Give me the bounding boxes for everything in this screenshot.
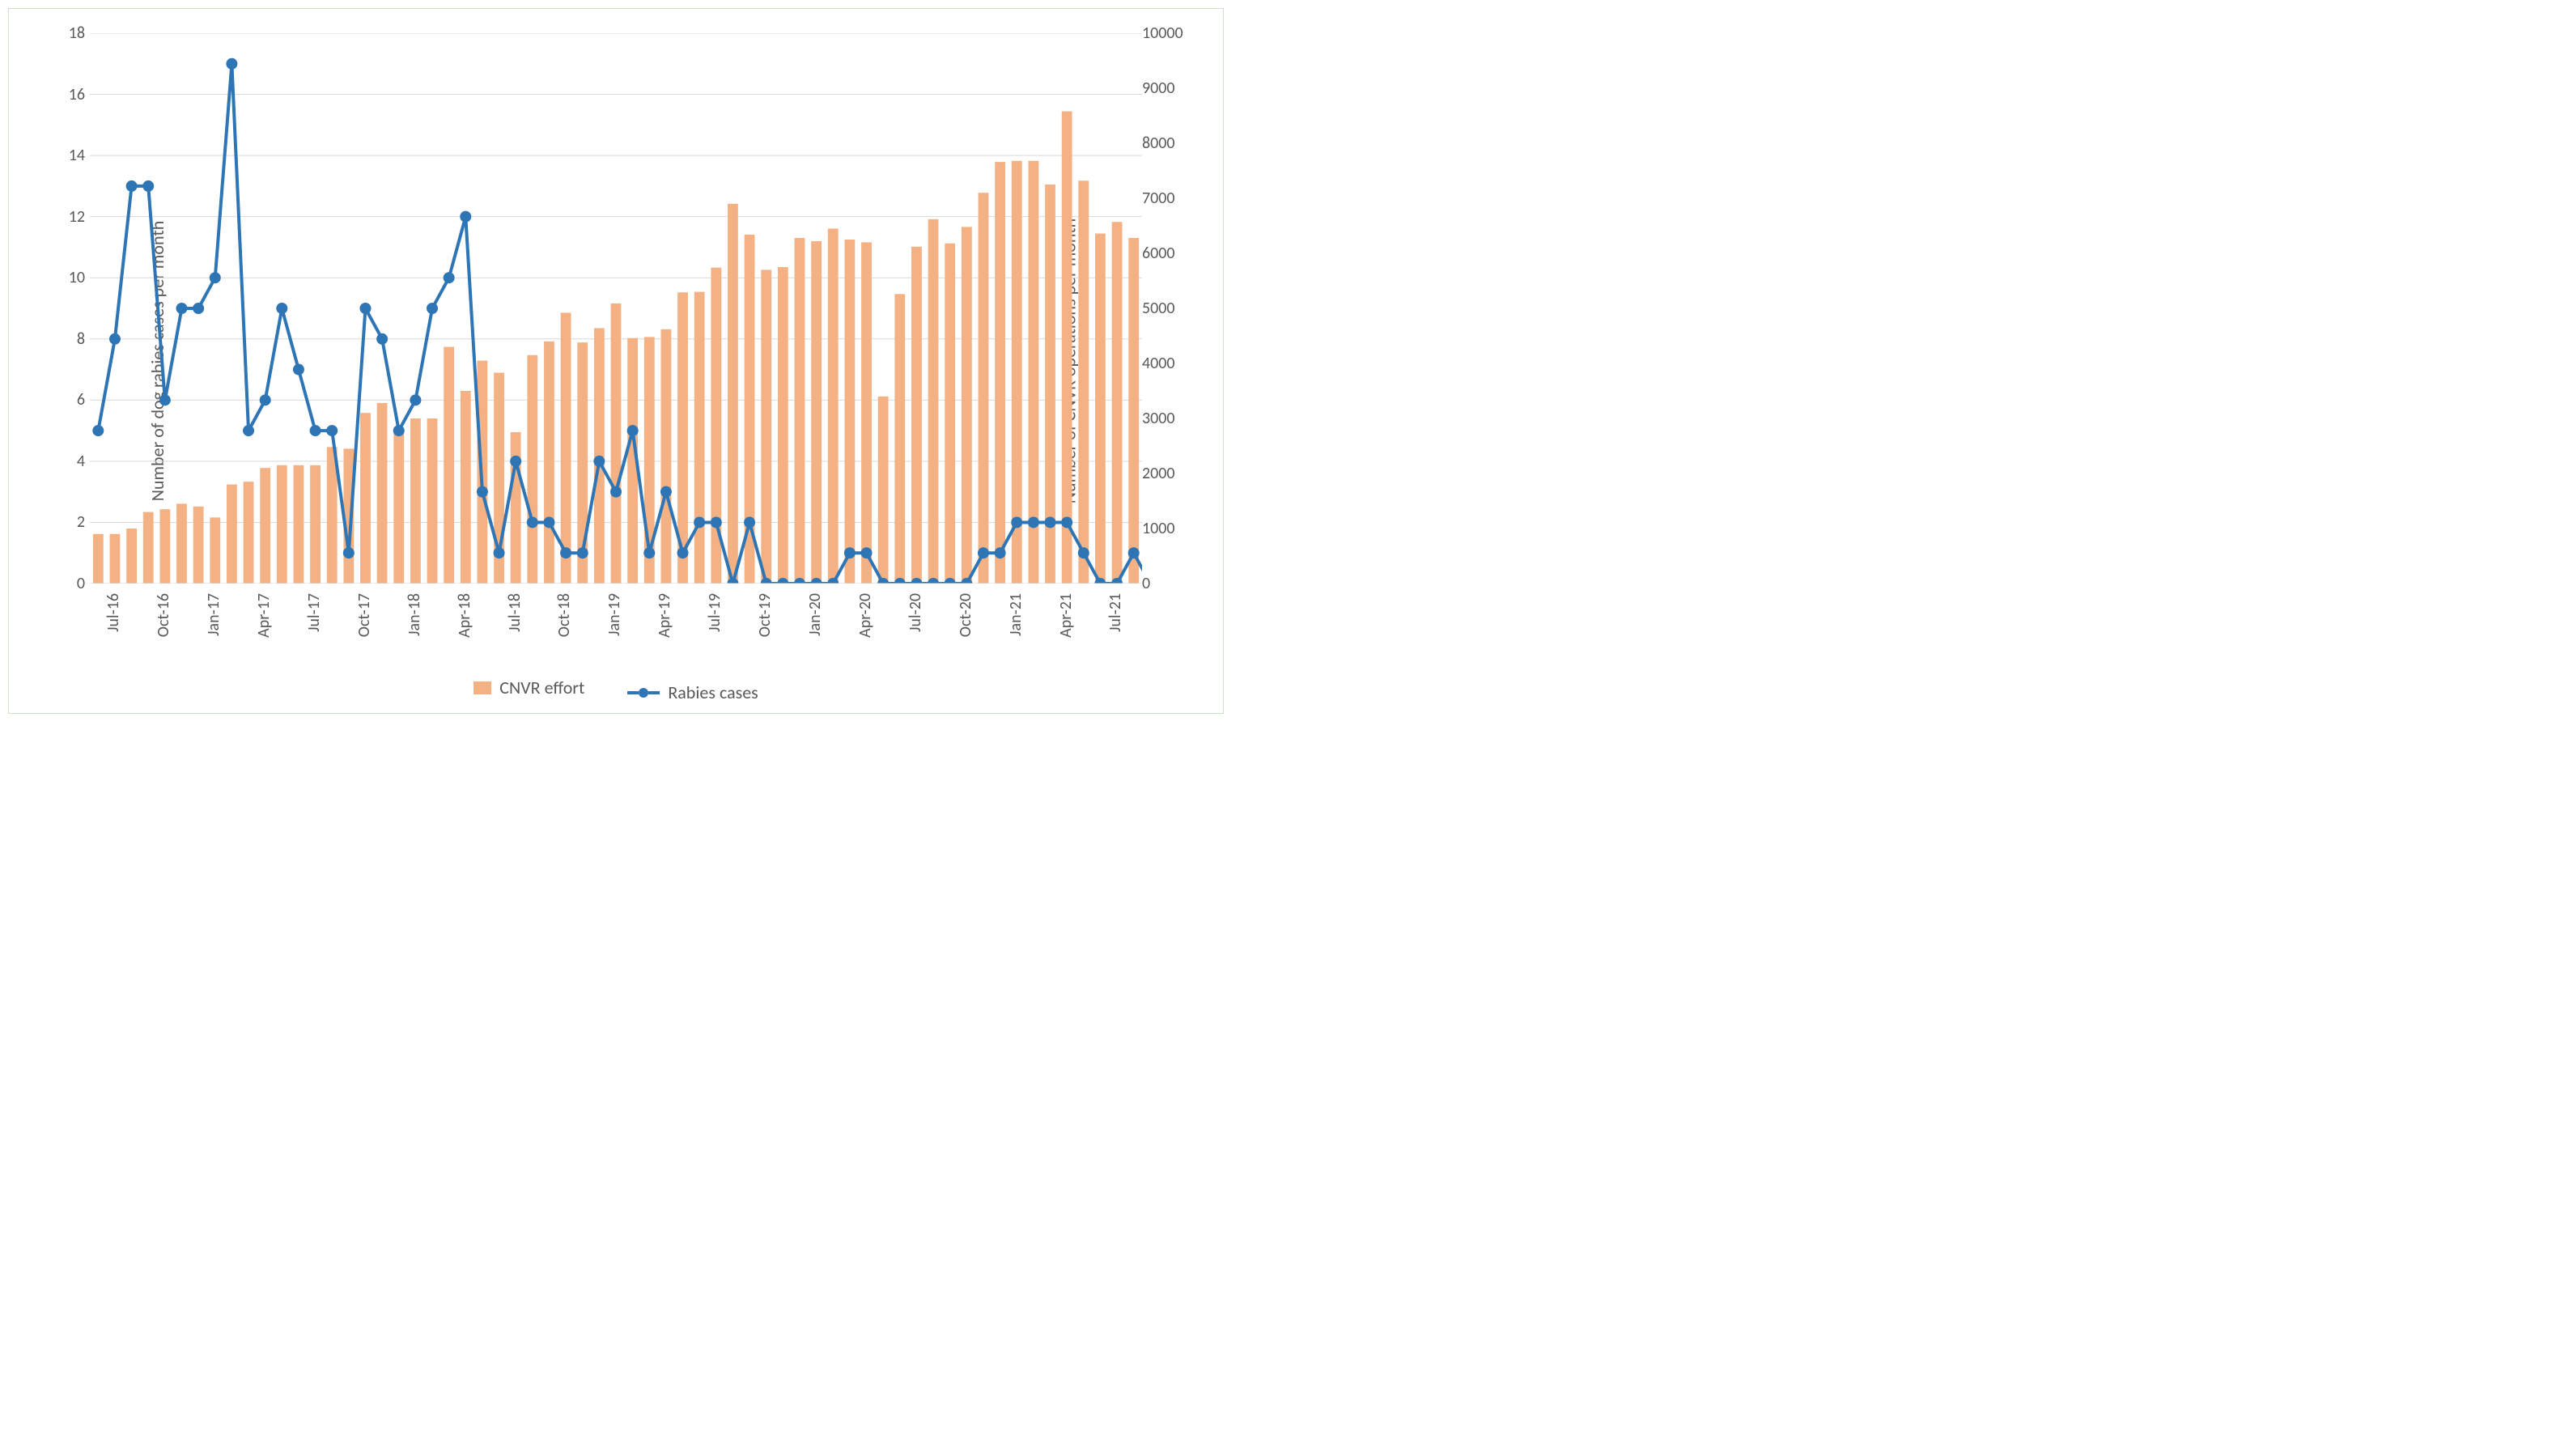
x-tick: Oct-16 [154, 593, 173, 637]
y1-tick: 0 [56, 574, 85, 593]
y1-tick: 4 [56, 452, 85, 471]
y2-tick: 5000 [1142, 299, 1186, 318]
x-tick: Jul-18 [505, 593, 524, 632]
x-tick: Oct-19 [755, 593, 775, 637]
chart-container: Number of dog rabies cases per month Num… [8, 8, 1224, 714]
y1-tick: 10 [56, 268, 85, 287]
x-tick: Apr-20 [856, 593, 875, 638]
x-tick: Jan-19 [605, 593, 624, 636]
x-tick: Jan-17 [204, 593, 223, 636]
x-tick: Jan-18 [405, 593, 424, 636]
legend-label-line: Rabies cases [668, 681, 758, 703]
x-tick: Jul-19 [705, 593, 724, 632]
x-tick: Apr-18 [455, 593, 474, 638]
legend-swatch-line [627, 688, 660, 698]
y1-tick: 16 [56, 85, 85, 104]
x-tick: Jan-21 [1006, 593, 1025, 636]
y1-tick: 6 [56, 390, 85, 410]
y1-tick: 8 [56, 329, 85, 349]
y2-tick: 6000 [1142, 244, 1186, 263]
y2-tick: 0 [1142, 574, 1186, 593]
legend-item-line: Rabies cases [627, 681, 758, 703]
x-tick: Apr-19 [655, 593, 674, 638]
x-tick: Oct-18 [554, 593, 574, 637]
x-tick: Oct-17 [355, 593, 374, 637]
chart-svg [90, 33, 1142, 584]
x-tick: Jul-21 [1106, 593, 1125, 632]
legend-swatch-bar [473, 681, 491, 694]
legend-item-bar: CNVR effort [473, 677, 584, 698]
x-tick: Jul-16 [104, 593, 123, 632]
x-tick: Oct-20 [956, 593, 975, 637]
x-tick: Apr-21 [1056, 593, 1076, 638]
x-tick: Jul-20 [906, 593, 925, 632]
y1-tick: 2 [56, 512, 85, 532]
y1-tick: 18 [56, 23, 85, 43]
y2-tick: 10000 [1142, 23, 1186, 43]
legend-label-bar: CNVR effort [499, 677, 584, 698]
y2-tick: 8000 [1142, 134, 1186, 153]
y1-tick: 12 [56, 207, 85, 227]
legend: CNVR effort Rabies cases [9, 677, 1223, 703]
y2-tick: 9000 [1142, 79, 1186, 98]
x-tick: Jan-20 [805, 593, 825, 636]
y2-tick: 3000 [1142, 409, 1186, 428]
y2-tick: 1000 [1142, 519, 1186, 538]
y2-tick: 7000 [1142, 189, 1186, 208]
y1-tick: 14 [56, 146, 85, 165]
plot-area [90, 33, 1142, 584]
x-tick: Apr-17 [254, 593, 274, 638]
y2-tick: 4000 [1142, 354, 1186, 373]
x-tick: Jul-17 [304, 593, 324, 632]
y2-tick: 2000 [1142, 464, 1186, 483]
